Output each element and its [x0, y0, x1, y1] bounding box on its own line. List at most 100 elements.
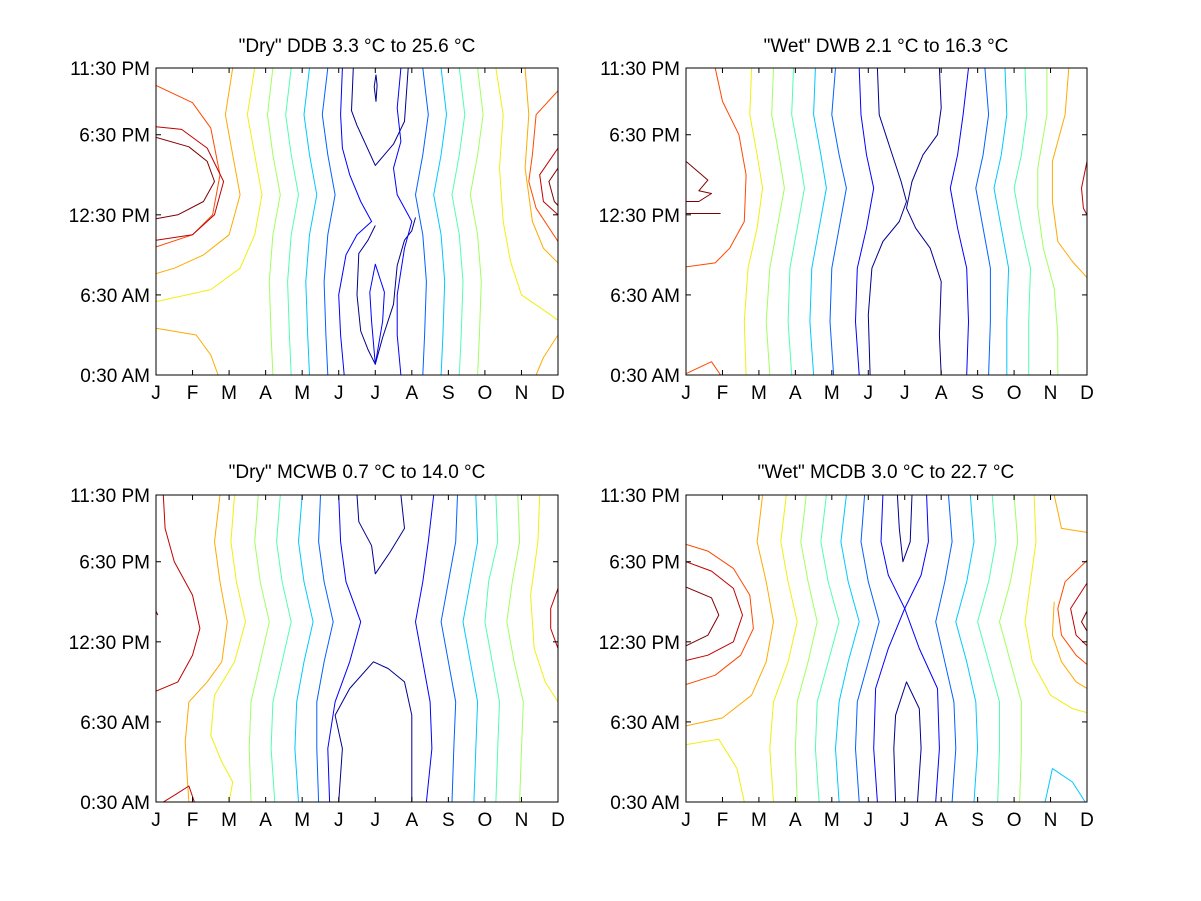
x-tick-label: M [751, 810, 767, 831]
x-tick-label: J [864, 383, 874, 404]
contour-line [743, 68, 764, 375]
y-tick-label: 12:30 PM [69, 633, 150, 654]
y-tick-label: 6:30 AM [80, 713, 150, 734]
y-tick-label: 6:30 AM [610, 713, 680, 734]
contour-line [686, 161, 712, 202]
contour-line [686, 561, 743, 661]
y-tick-label: 12:30 PM [599, 206, 680, 227]
y-tick-label: 6:30 PM [79, 126, 150, 147]
contour-line [904, 495, 940, 802]
contour-line [893, 681, 922, 802]
x-tick-label: A [405, 383, 418, 404]
y-tick-label: 12:30 PM [599, 633, 680, 654]
contour-line [156, 136, 215, 220]
x-tick-label: D [1080, 810, 1094, 831]
contour-line [787, 68, 805, 375]
contour-line [1053, 495, 1087, 533]
contour-line [896, 495, 913, 563]
contour-line [267, 68, 281, 375]
contour-line [433, 68, 447, 375]
contour-line [294, 495, 314, 802]
contour-line [686, 738, 745, 802]
contour-line [156, 68, 241, 275]
panel-dry-ddb: "Dry" DDB 3.3 °C to 25.6 °C J F M A M J J A S O N D… [69, 36, 565, 404]
x-tick-label: D [551, 383, 565, 404]
contour-line [686, 361, 722, 375]
contour-line [270, 495, 292, 802]
contour-line [321, 68, 336, 375]
x-tick-label: A [789, 383, 802, 404]
contour-line [993, 68, 1010, 375]
contour-line [506, 495, 524, 802]
contour-line [686, 586, 720, 647]
contour-line [873, 495, 906, 802]
x-tick-label: J [900, 810, 910, 831]
panel-title: "Wet" DWB 2.1 °C to 16.3 °C [764, 36, 1009, 57]
y-tick-label: 11:30 PM [600, 59, 680, 80]
contour-line [248, 495, 270, 802]
contour-line [1037, 68, 1059, 375]
contour-line [814, 495, 840, 802]
y-tick-label: 0:30 AM [80, 793, 150, 814]
contour-line [977, 495, 1000, 802]
contour-line [462, 495, 479, 802]
x-tick-label: J [681, 810, 691, 831]
contour-line [495, 68, 558, 321]
x-tick-label: A [935, 383, 948, 404]
contour-lines [686, 68, 1087, 375]
plot-frame [155, 494, 559, 803]
x-tick-label: D [1080, 383, 1094, 404]
contour-line [535, 334, 558, 375]
x-tick-label: D [551, 810, 565, 831]
x-tick-label: J [151, 383, 161, 404]
contour-line [769, 495, 798, 802]
contour-line [351, 68, 409, 166]
x-tick-label: S [971, 810, 984, 831]
x-tick-label: A [259, 383, 272, 404]
contour-lines [156, 495, 558, 802]
contour-line [530, 495, 558, 703]
x-tick-label: J [681, 383, 691, 404]
contour-line [975, 68, 991, 375]
panel-wet-dwb: "Wet" DWB 2.1 °C to 16.3 °C J F M A M J J A S O N D… [599, 36, 1094, 404]
y-tick-label: 0:30 AM [610, 366, 680, 387]
x-tick-label: M [221, 810, 237, 831]
plot-frame [685, 67, 1088, 376]
contour-line [1024, 495, 1087, 714]
contour-line [156, 68, 263, 303]
contour-line [686, 68, 747, 268]
x-tick-label: S [971, 383, 984, 404]
contour-line [369, 263, 385, 365]
x-tick-label: N [515, 383, 529, 404]
contour-line [1057, 560, 1087, 665]
x-tick-label: A [789, 810, 802, 831]
contour-line [999, 495, 1022, 802]
panel-title: "Dry" MCWB 0.7 °C to 14.0 °C [229, 462, 486, 483]
x-tick-label: J [864, 810, 874, 831]
contour-line [686, 543, 754, 685]
contour-line [285, 68, 299, 375]
y-tick-label: 6:30 AM [80, 286, 150, 307]
contour-line [163, 785, 195, 802]
contour-line [548, 167, 558, 206]
x-tick-label: J [371, 810, 381, 831]
y-tick-label: 11:30 PM [600, 486, 680, 507]
x-tick-label: M [824, 383, 840, 404]
contour-line [356, 495, 405, 575]
contour-line [1051, 68, 1087, 278]
x-tick-label: J [371, 383, 381, 404]
x-tick-label: F [717, 383, 729, 404]
x-tick-label: J [334, 810, 344, 831]
contour-line [686, 495, 774, 727]
contour-line [156, 327, 219, 375]
x-tick-label: F [187, 810, 199, 831]
x-tick-label: M [751, 383, 767, 404]
y-tick-label: 6:30 PM [609, 553, 680, 574]
contour-line [949, 68, 969, 375]
x-tick-label: J [334, 383, 344, 404]
y-tick-label: 6:30 AM [610, 286, 680, 307]
plot-frame [685, 494, 1088, 803]
contour-line [528, 90, 558, 242]
